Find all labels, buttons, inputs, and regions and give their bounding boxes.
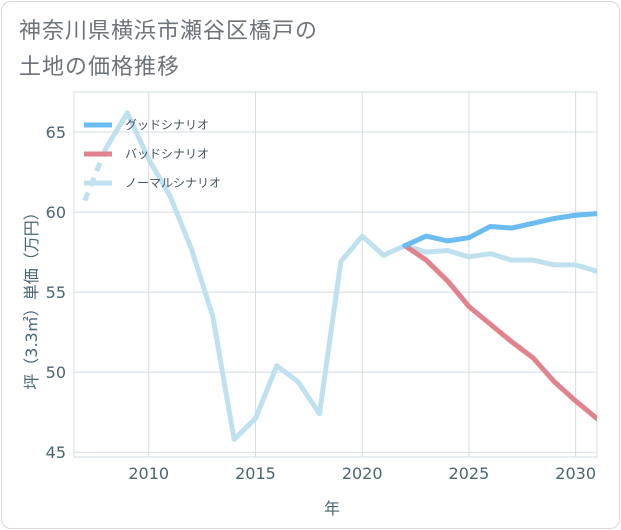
page-title: 神奈川県横浜市瀬谷区橋戸の 土地の価格推移 — [19, 14, 318, 86]
y-tick-label: 45 — [46, 443, 66, 462]
series-group — [82, 110, 597, 442]
y-tick-label: 55 — [46, 283, 66, 302]
x-tick-label: 2010 — [128, 464, 169, 483]
y-axis-title: 坪（3.3㎡）単価（万円） — [22, 204, 41, 389]
x-axis-title: 年 — [324, 499, 340, 518]
y-tick-label: 65 — [46, 123, 66, 142]
legend-item-good-label: グッドシナリオ — [125, 118, 209, 132]
x-tick-label: 2015 — [235, 464, 276, 483]
x-tick-label: 2030 — [555, 464, 596, 483]
legend-item-normal-label: ノーマルシナリオ — [125, 176, 221, 190]
y-tick-label: 50 — [46, 363, 66, 382]
series-line-bad — [402, 243, 597, 422]
tick-labels: 2010 2015 2020 2025 2030 45 50 55 60 65 — [46, 123, 596, 483]
series-line-good — [402, 211, 597, 249]
y-tick-label: 60 — [46, 203, 66, 222]
x-tick-label: 2025 — [449, 464, 490, 483]
x-tick-label: 2020 — [342, 464, 383, 483]
grid — [73, 91, 598, 458]
page-title-line2: 土地の価格推移 — [19, 55, 181, 80]
page-title-line1: 神奈川県横浜市瀬谷区橋戸の — [19, 19, 319, 44]
series-line-normal — [103, 110, 597, 442]
legend-item-bad-label: バッドシナリオ — [125, 147, 209, 161]
plot-area — [73, 91, 598, 458]
